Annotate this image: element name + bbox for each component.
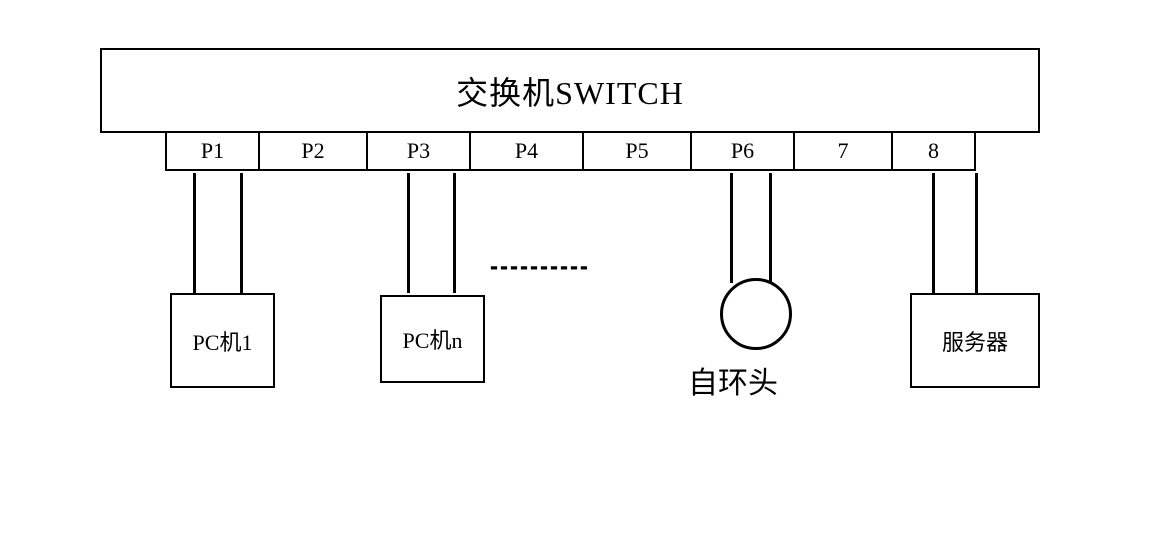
port-4: P4 xyxy=(469,131,584,171)
ports-row: P1P2P3P4P5P678 xyxy=(165,131,1040,171)
wire-6 xyxy=(769,173,772,283)
wire-3 xyxy=(407,173,410,293)
device-server-label: 服务器 xyxy=(942,325,1008,357)
wire-7 xyxy=(932,173,935,293)
wire-5 xyxy=(730,173,733,283)
switch-box: 交换机SWITCH xyxy=(100,48,1040,133)
wire-2 xyxy=(240,173,243,293)
wire-4 xyxy=(453,173,456,293)
ellipsis: - - - - - - - - - - xyxy=(490,245,586,288)
device-pc1-label: PC机1 xyxy=(193,325,253,357)
wire-1 xyxy=(193,173,196,293)
port-2: P2 xyxy=(258,131,368,171)
loop-label: 自环头 xyxy=(688,358,778,402)
device-server: 服务器 xyxy=(910,293,1040,388)
port-8: 8 xyxy=(891,131,976,171)
device-pcn-label: PC机n xyxy=(403,323,463,355)
wire-8 xyxy=(975,173,978,293)
device-pc1: PC机1 xyxy=(170,293,275,388)
port-1: P1 xyxy=(165,131,260,171)
port-3: P3 xyxy=(366,131,471,171)
loop-circle xyxy=(720,278,792,350)
port-6: P6 xyxy=(690,131,795,171)
switch-label: 交换机SWITCH xyxy=(456,68,684,114)
port-7: 7 xyxy=(793,131,893,171)
device-pcn: PC机n xyxy=(380,295,485,383)
port-5: P5 xyxy=(582,131,692,171)
